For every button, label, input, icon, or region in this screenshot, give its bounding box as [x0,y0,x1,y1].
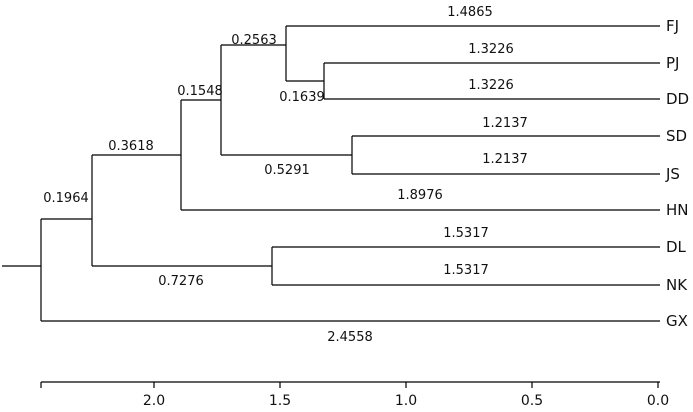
taxon-label-sd: SD [666,127,687,145]
taxon-label-dd: DD [666,90,689,108]
branch-label-dl: 1.5317 [443,226,489,241]
branch-label-clade6: 0.3618 [108,139,154,154]
branch-label-pjdd: 0.1639 [279,90,325,105]
axis-tick-label-1-0: 1.0 [395,393,417,409]
taxon-label-js: JS [665,165,680,183]
branch-label-pj: 1.3226 [468,42,514,57]
taxon-labels: FJ PJ DD SD JS HN DL NK GX [665,17,689,330]
taxon-label-gx: GX [666,312,688,330]
axis-tick-label-0-5: 0.5 [521,393,543,409]
branch-label-ingroup: 0.1964 [43,191,89,206]
branch-label-fj: 1.4865 [447,5,493,20]
branch-labels: 1.4865 1.3226 1.3226 1.2137 1.2137 1.897… [43,5,528,345]
branch-label-gx: 2.4558 [327,330,373,345]
branch-label-dlnk: 0.7276 [158,274,204,289]
branch-label-sdjs: 0.5291 [264,163,310,178]
branches [2,25,660,322]
taxon-label-nk: NK [666,276,688,294]
branch-label-js: 1.2137 [482,152,528,167]
branch-label-clade5: 0.1548 [177,84,223,99]
axis-tick-label-1-5: 1.5 [269,393,291,409]
branch-label-fjpjdd: 0.2563 [231,33,277,48]
scale-axis: 2.0 1.5 1.0 0.5 0.0 [40,381,669,409]
axis-tick-label-2-0: 2.0 [143,393,165,409]
branch-label-nk: 1.5317 [443,263,489,278]
branch-label-hn: 1.8976 [397,188,443,203]
taxon-label-dl: DL [666,238,687,256]
taxon-label-hn: HN [666,201,689,219]
axis-tick-label-0-0: 0.0 [647,393,669,409]
branch-label-dd: 1.3226 [468,78,514,93]
taxon-label-fj: FJ [666,17,679,35]
taxon-label-pj: PJ [666,54,679,72]
branch-label-sd: 1.2137 [482,116,528,131]
